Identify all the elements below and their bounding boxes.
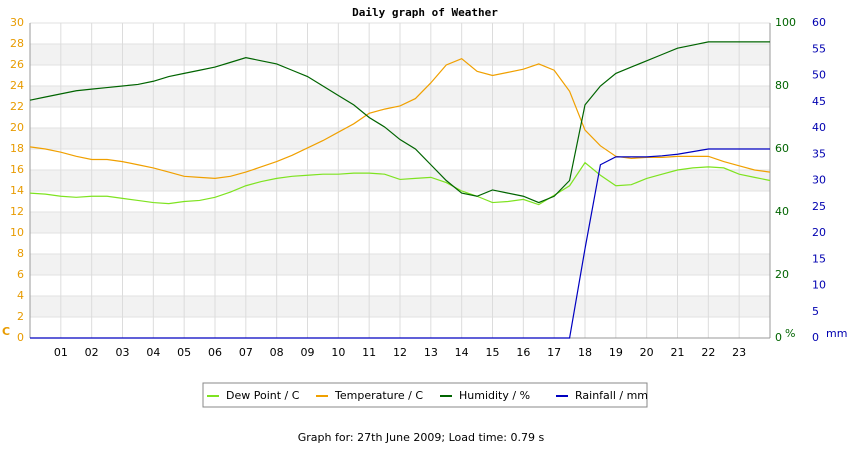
y3-tick-label: 55 — [812, 42, 826, 55]
y3-axis-label: mm — [826, 327, 847, 340]
x-tick-label: 21 — [671, 346, 685, 359]
y3-tick-label: 40 — [812, 121, 826, 134]
x-tick-label: 14 — [455, 346, 469, 359]
footer: Graph for: 27th June 2009; Load time: 0.… — [298, 431, 545, 444]
y-tick-label: 6 — [17, 268, 24, 281]
y-tick-label: 0 — [17, 331, 24, 344]
x-tick-label: 09 — [301, 346, 315, 359]
y-tick-label: 18 — [10, 142, 24, 155]
legend: Dew Point / C Temperature / C Humidity / %… — [207, 389, 648, 402]
legend-label: Temperature / C — [334, 389, 423, 402]
y3-tick-label: 5 — [812, 305, 819, 318]
y-tick-label: 10 — [10, 226, 24, 239]
x-tick-label: 05 — [177, 346, 191, 359]
y3-tick-label: 45 — [812, 95, 826, 108]
x-tick-label: 03 — [116, 346, 130, 359]
y3-tick-label: 20 — [812, 226, 826, 239]
x-tick-label: 20 — [640, 346, 654, 359]
y-tick-label: 12 — [10, 205, 24, 218]
y3-tick-label: 25 — [812, 200, 826, 213]
y-tick-label: 8 — [17, 247, 24, 260]
y3-tick-label: 10 — [812, 279, 826, 292]
x-tick-label: 15 — [486, 346, 500, 359]
x-tick-label: 07 — [239, 346, 253, 359]
legend-label: Rainfall / mm — [575, 389, 648, 402]
y2-tick-label: 20 — [775, 268, 789, 281]
y-tick-label: 20 — [10, 121, 24, 134]
y3-tick-label: 0 — [812, 331, 819, 344]
legend-box — [202, 382, 648, 408]
y-tick-label: 16 — [10, 163, 24, 176]
y2-tick-label: 80 — [775, 79, 789, 92]
x-tick-label: 08 — [270, 346, 284, 359]
x-tick-label: 01 — [54, 346, 68, 359]
y3-tick-label: 15 — [812, 252, 826, 265]
x-tick-label: 11 — [362, 346, 376, 359]
x-tick-label: 10 — [331, 346, 345, 359]
legend-label: Humidity / % — [459, 389, 530, 402]
y3-tick-label: 30 — [812, 174, 826, 187]
y-tick-label: 4 — [17, 289, 24, 302]
legend-label: Dew Point / C — [226, 389, 300, 402]
x-tick-label: 06 — [208, 346, 222, 359]
grid — [29, 22, 771, 339]
x-tick-label: 23 — [732, 346, 746, 359]
x-tick-label: 04 — [146, 346, 160, 359]
y2-tick-label: 40 — [775, 205, 789, 218]
y-tick-label: 14 — [10, 184, 24, 197]
y-tick-label: 26 — [10, 58, 24, 71]
y-tick-label: 30 — [10, 16, 24, 29]
lines — [29, 41, 771, 339]
chart-title: Daily graph of Weather — [352, 6, 498, 19]
y-tick-label: 2 — [17, 310, 24, 323]
y-tick-label: 24 — [10, 79, 24, 92]
y2-tick-label: 100 — [775, 16, 796, 29]
y-axis-label: C — [2, 325, 10, 338]
y-tick-label: 28 — [10, 37, 24, 50]
y3-tick-label: 50 — [812, 69, 826, 82]
y3-tick-label: 60 — [812, 16, 826, 29]
x-tick-label: 22 — [701, 346, 715, 359]
y3-tick-label: 35 — [812, 147, 826, 160]
x-tick-label: 19 — [609, 346, 623, 359]
y-tick-label: 22 — [10, 100, 24, 113]
x-tick-label: 12 — [393, 346, 407, 359]
x-tick-label: 16 — [516, 346, 530, 359]
y2-tick-label: 0 — [775, 331, 782, 344]
x-tick-label: 17 — [547, 346, 561, 359]
series-line — [29, 41, 770, 204]
series-line — [30, 148, 770, 339]
y2-tick-label: 60 — [775, 142, 789, 155]
x-tick-label: 02 — [85, 346, 99, 359]
series-line — [29, 161, 771, 206]
y2-axis-label: % — [785, 327, 795, 340]
x-tick-label: 13 — [424, 346, 438, 359]
x-tick-label: 18 — [578, 346, 592, 359]
